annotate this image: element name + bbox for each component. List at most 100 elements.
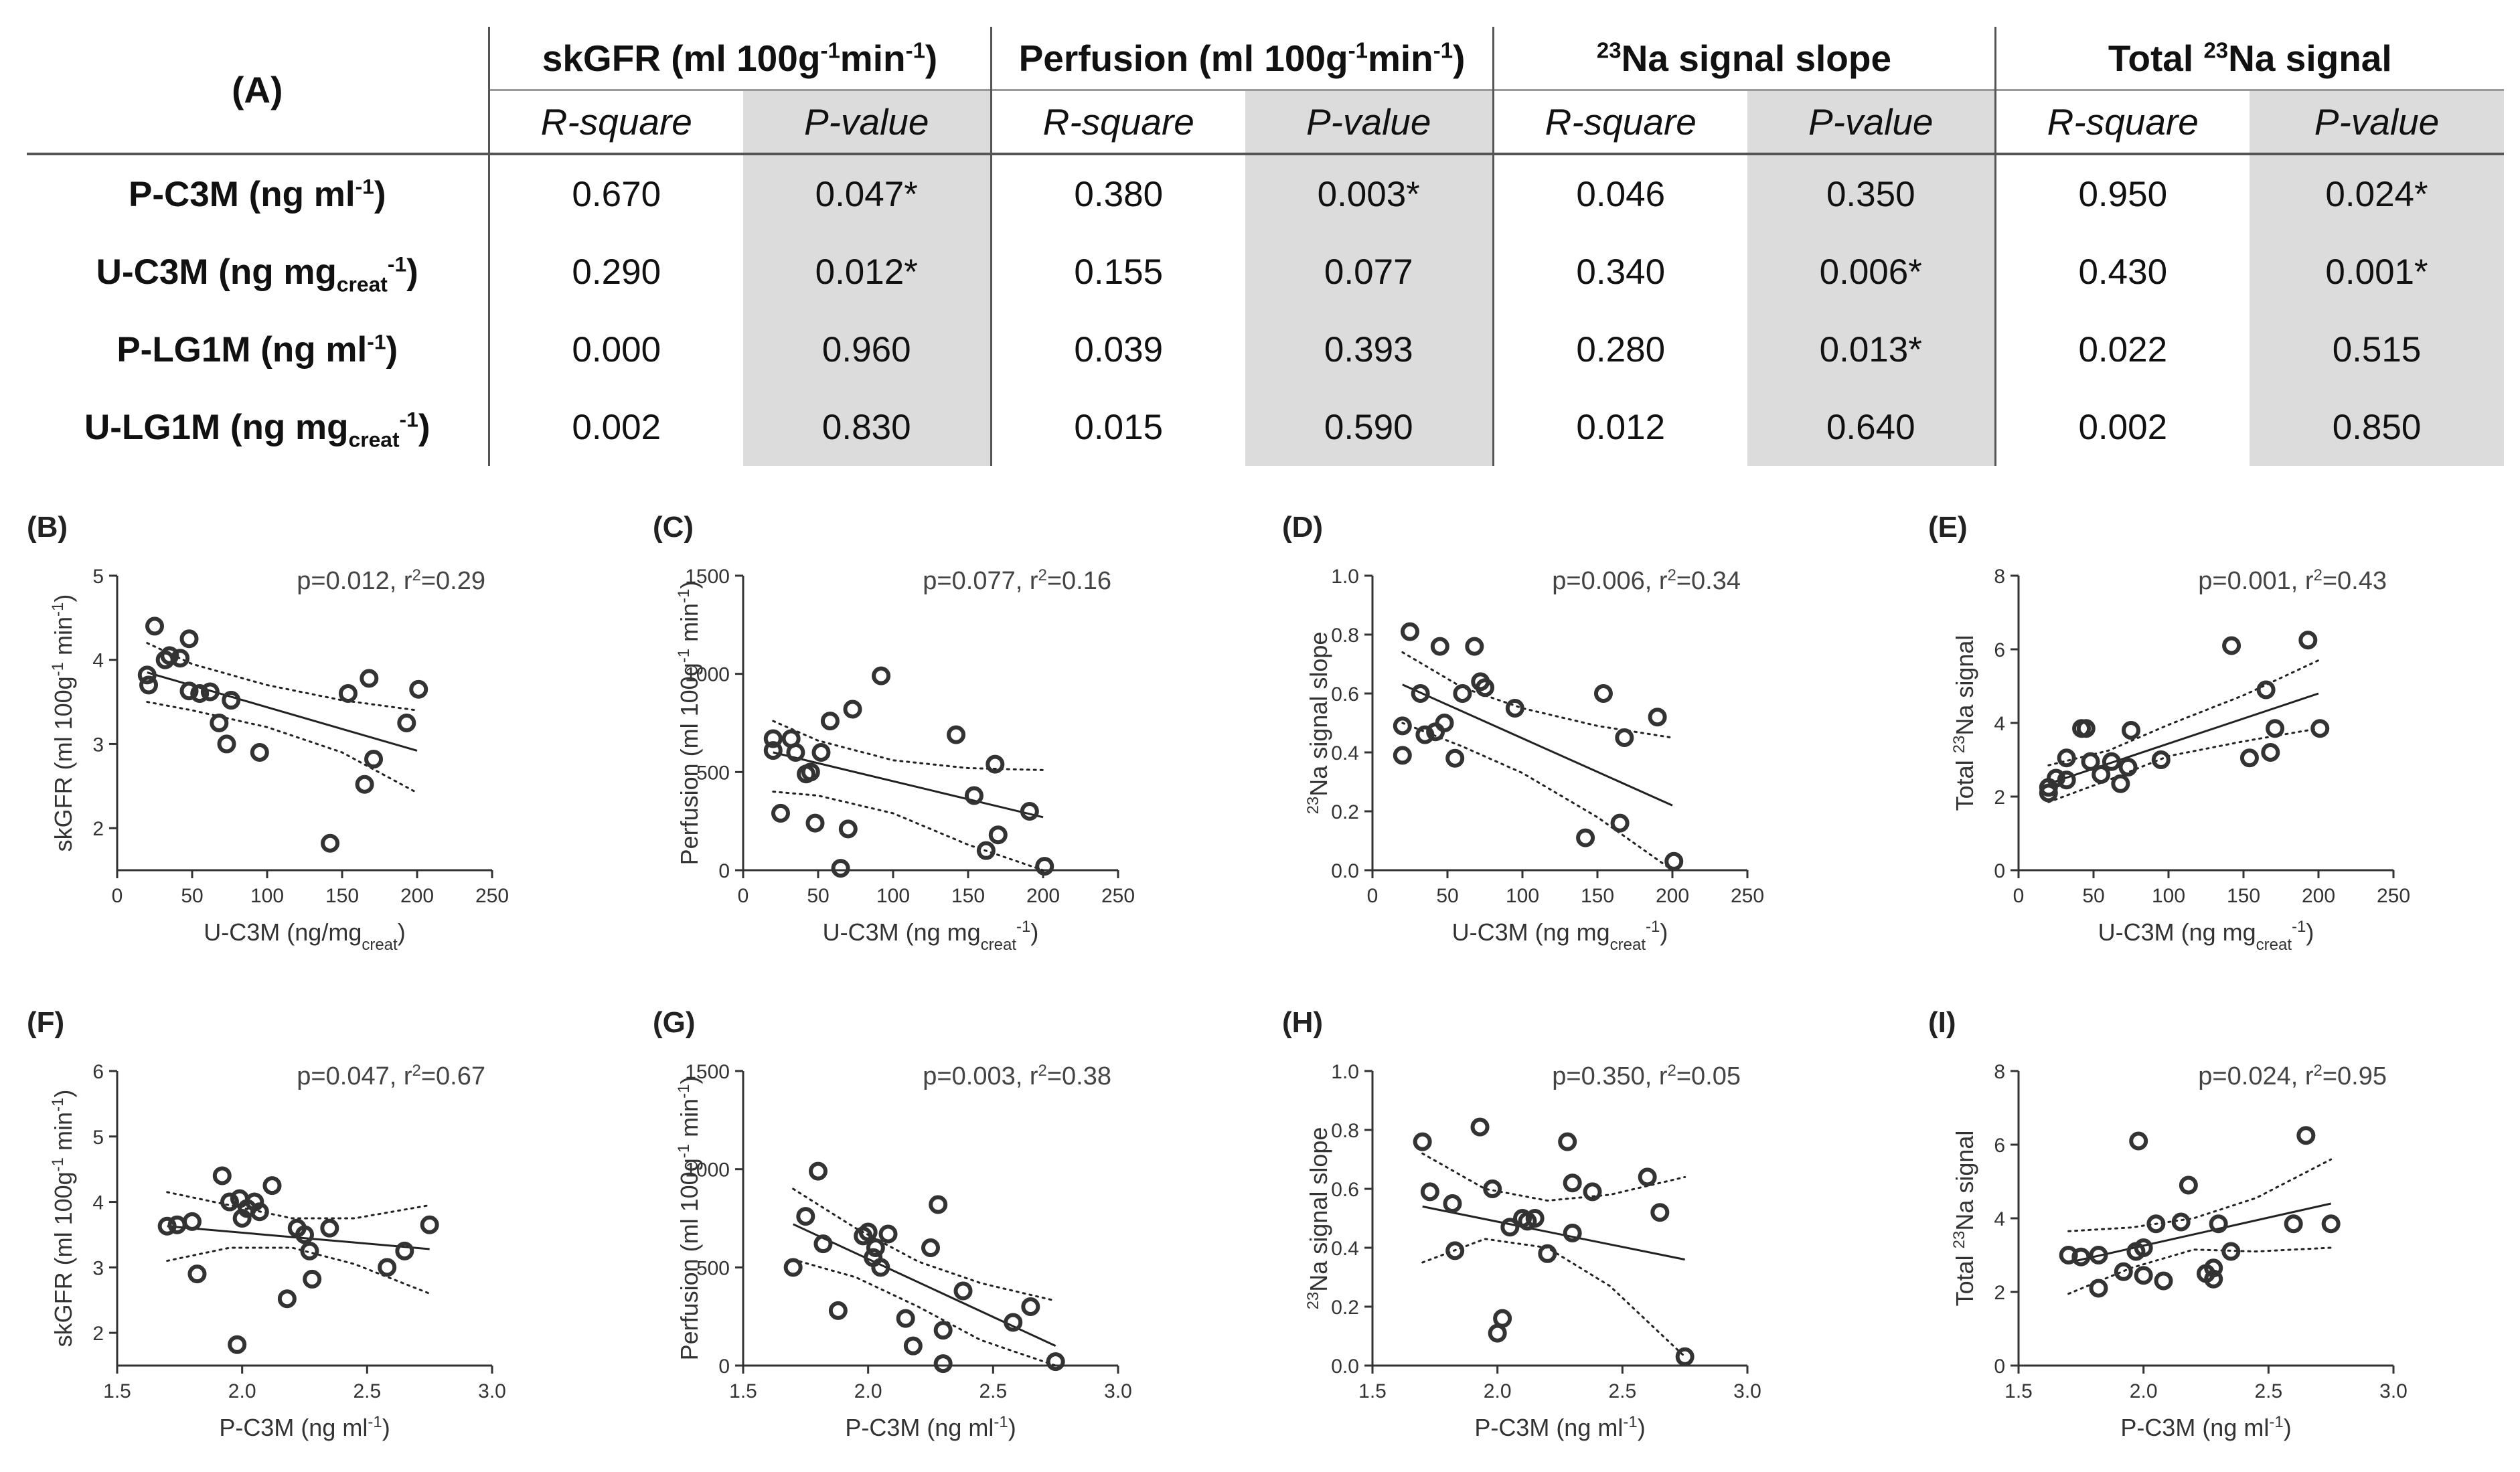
row-label-p-c3m: P-C3M (ng ml-1)	[27, 154, 489, 233]
regression-line	[2068, 1202, 2331, 1264]
table-cell: 0.039	[990, 311, 1245, 388]
y-tick-label: 0.2	[1331, 801, 1359, 823]
data-point	[1443, 1194, 1462, 1213]
data-point	[395, 1241, 414, 1260]
regression-line	[773, 751, 1044, 819]
data-point	[1415, 725, 1435, 744]
x-axis-label: U-C3M (ng mgcreat-1)	[1452, 918, 1668, 954]
data-point	[2239, 748, 2259, 768]
row-label-u-c3m: U-C3M (ng mgcreat-1)	[27, 233, 489, 311]
x-axis-label: U-C3M (ng mgcreat-1)	[823, 918, 1039, 954]
data-point	[771, 803, 790, 823]
data-point	[947, 725, 966, 744]
data-point	[2129, 1131, 2148, 1151]
table-cell: 0.047*	[743, 154, 991, 233]
data-point	[1393, 716, 1412, 736]
y-axis-label: skGFR (ml 100g-1 min-1)	[49, 1090, 78, 1347]
data-point	[300, 1241, 319, 1260]
scatter-plot-d: (D) p=0.006, r2=0.34 0 50 100 150 200 250 0.0 0.2…	[1282, 511, 1764, 954]
x-tick-label: 150	[951, 885, 985, 907]
y-tick-label: 0.8	[1331, 625, 1359, 647]
scatter-plot-c: (C) p=0.077, r2=0.16 0 50 100 150 200 250 0 500 10…	[653, 511, 1135, 954]
data-point	[1445, 1241, 1465, 1260]
data-point	[2047, 768, 2065, 788]
data-point	[2057, 748, 2076, 768]
panel-label: (E)	[1928, 511, 1968, 544]
data-point	[1483, 1179, 1502, 1198]
data-point	[2076, 719, 2096, 738]
table-cell: 0.155	[990, 233, 1245, 311]
x-tick-label: 200	[2302, 885, 2335, 907]
data-point	[210, 714, 229, 732]
data-point	[2321, 1214, 2341, 1234]
x-axis-label: P-C3M (ng ml-1)	[219, 1413, 390, 1442]
ci-upper-band	[2067, 1158, 2333, 1232]
results-table: (A) skGFR (ml 100g-1min-1) Perfusion (ml…	[27, 27, 2505, 469]
table-cell: 0.022	[1994, 311, 2250, 388]
table-cell: 0.393	[1245, 311, 1493, 388]
y-axis-label: Total 23Na signal	[1950, 1131, 1979, 1307]
table-cell: 0.046	[1492, 154, 1747, 233]
data-point	[409, 679, 428, 699]
x-tick-label: 1.5	[729, 1380, 757, 1402]
y-axis-label: 23Na signal slope	[1304, 1127, 1333, 1310]
y-tick-label: 5	[92, 566, 104, 588]
table-cell: 0.012*	[743, 233, 991, 311]
data-point	[820, 712, 840, 731]
table-cell: 0.340	[1492, 233, 1747, 311]
row-label-sup: -1	[355, 173, 374, 198]
data-point	[1615, 728, 1634, 747]
table-cell: 0.013*	[1747, 311, 1996, 388]
data-point	[2111, 774, 2130, 793]
x-tick-label: 2.5	[2254, 1380, 2282, 1402]
ci-lower-band	[146, 701, 418, 794]
table-cell: 0.003*	[1245, 154, 1493, 233]
x-tick-label: 2.5	[979, 1380, 1007, 1402]
data-point	[171, 649, 190, 668]
data-point	[200, 682, 220, 702]
x-axis-label: P-C3M (ng ml-1)	[845, 1413, 1016, 1442]
data-point	[809, 1161, 828, 1181]
data-point	[220, 1192, 239, 1212]
data-point	[1650, 1203, 1670, 1222]
data-point	[2134, 1266, 2153, 1285]
data-point	[1493, 1309, 1512, 1328]
y-tick-label: 0	[718, 860, 730, 882]
data-point	[831, 859, 850, 878]
data-point	[1583, 1182, 1602, 1202]
data-point	[2171, 1212, 2191, 1232]
data-point	[2204, 1258, 2223, 1278]
y-tick-label: 4	[92, 1192, 104, 1214]
data-point	[1020, 802, 1039, 821]
data-point	[783, 1258, 803, 1277]
row-label-text: P-C3M (ng ml	[128, 174, 356, 214]
data-point	[2071, 1247, 2091, 1266]
x-axis-label: U-C3M (ng mgcreat-1)	[2098, 918, 2314, 954]
y-tick-label: 3	[92, 734, 104, 756]
row-label-text: P-LG1M (ng ml	[116, 329, 368, 370]
stat-annotation: p=0.001, r2=0.43	[2198, 566, 2387, 596]
x-tick-label: 0	[1367, 885, 1379, 907]
panel-label: (I)	[1928, 1006, 1956, 1039]
x-tick-label: 150	[1581, 885, 1614, 907]
y-tick-label: 3	[92, 1257, 104, 1279]
x-tick-label: 50	[2082, 885, 2104, 907]
data-point	[364, 750, 384, 769]
data-point	[139, 675, 159, 695]
y-tick-label: 500	[696, 762, 730, 784]
data-point	[137, 665, 157, 685]
data-point	[1505, 699, 1524, 718]
data-point	[976, 841, 996, 860]
data-point	[2122, 721, 2140, 740]
table-cell: 0.515	[2250, 311, 2505, 388]
x-tick-label: 50	[807, 885, 829, 907]
x-tick-label: 200	[400, 885, 434, 907]
x-tick-label: 0	[112, 885, 123, 907]
x-tick-label: 1.5	[2004, 1380, 2033, 1402]
group-header-text: Na signal	[2228, 37, 2392, 79]
x-tick-label: 3.0	[1104, 1380, 1132, 1402]
data-point	[2114, 1262, 2133, 1281]
group-header-sup: 23	[2203, 37, 2229, 63]
data-point	[2151, 750, 2171, 769]
data-point	[811, 743, 831, 762]
